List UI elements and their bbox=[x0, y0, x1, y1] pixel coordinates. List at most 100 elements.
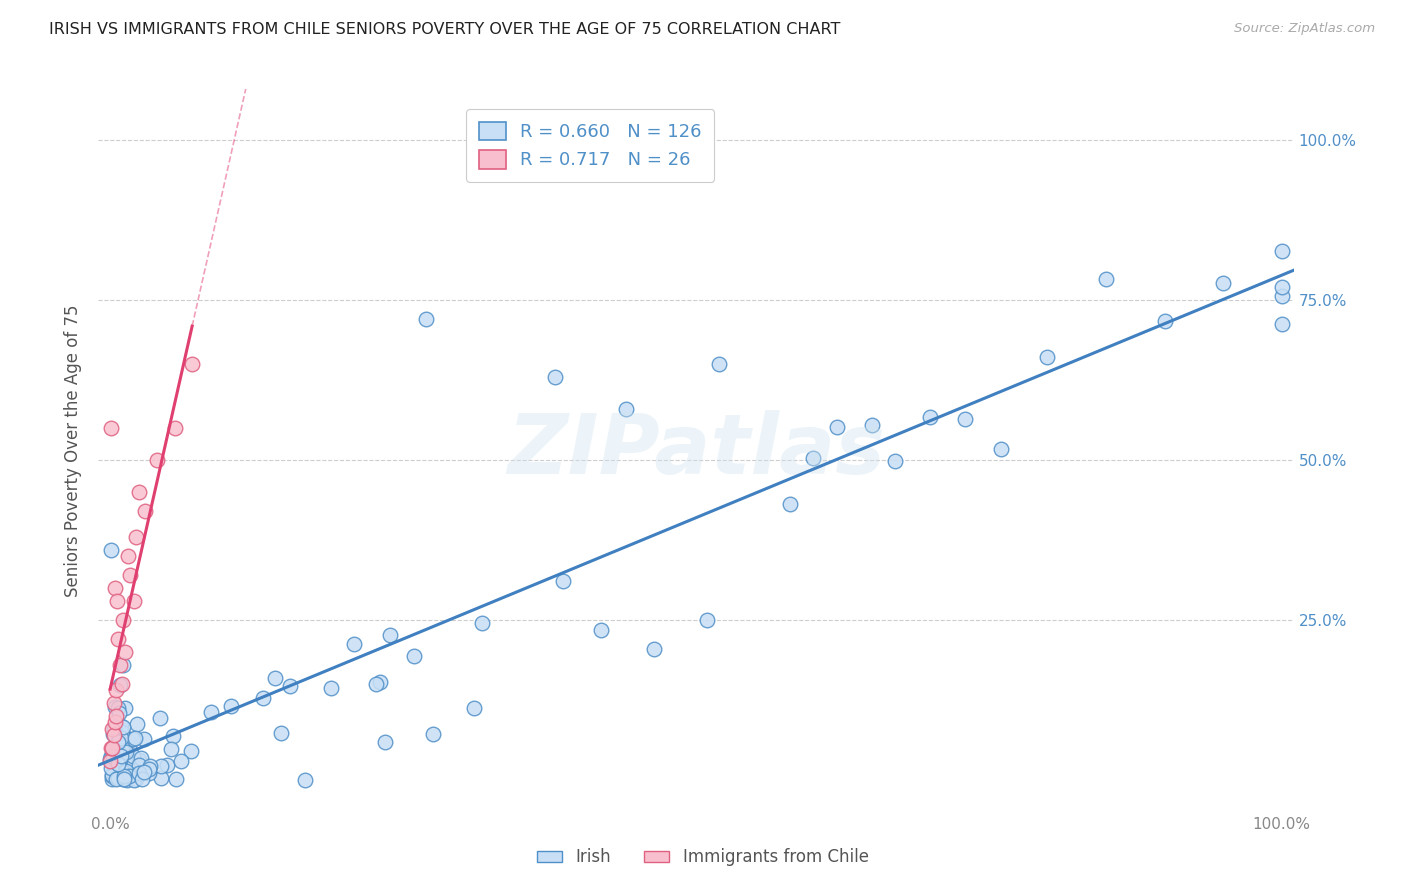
Point bbox=[415, 312, 437, 326]
Point bbox=[112, 613, 135, 627]
Point bbox=[111, 772, 134, 786]
Point bbox=[589, 624, 612, 638]
Point bbox=[108, 657, 131, 672]
Point bbox=[100, 421, 122, 435]
Point bbox=[111, 730, 134, 744]
Point bbox=[105, 708, 128, 723]
Point bbox=[270, 725, 292, 739]
Point bbox=[181, 357, 204, 371]
Point bbox=[422, 727, 444, 741]
Point bbox=[122, 756, 145, 771]
Point bbox=[105, 593, 128, 607]
Point bbox=[138, 763, 160, 777]
Point bbox=[1271, 244, 1294, 259]
Point bbox=[117, 733, 139, 747]
Point bbox=[129, 751, 152, 765]
Point bbox=[108, 706, 131, 720]
Point bbox=[104, 581, 127, 595]
Point bbox=[402, 648, 425, 663]
Point bbox=[112, 769, 135, 783]
Point bbox=[343, 638, 366, 652]
Point bbox=[134, 504, 156, 518]
Point bbox=[124, 772, 146, 787]
Point bbox=[128, 753, 150, 767]
Point bbox=[162, 729, 184, 743]
Point bbox=[107, 632, 129, 646]
Point bbox=[709, 357, 731, 371]
Point bbox=[121, 731, 143, 746]
Point bbox=[1271, 318, 1294, 332]
Point bbox=[101, 756, 124, 771]
Point bbox=[104, 761, 127, 775]
Point bbox=[134, 731, 156, 746]
Point bbox=[105, 719, 128, 733]
Point bbox=[108, 766, 131, 780]
Point bbox=[368, 674, 391, 689]
Point bbox=[114, 764, 136, 779]
Point bbox=[110, 731, 132, 745]
Point bbox=[319, 681, 342, 696]
Point bbox=[264, 671, 287, 685]
Point bbox=[112, 772, 135, 787]
Point bbox=[105, 723, 128, 737]
Point bbox=[104, 715, 127, 730]
Point bbox=[114, 645, 136, 659]
Point bbox=[111, 734, 134, 748]
Point bbox=[100, 769, 122, 783]
Point bbox=[103, 721, 125, 735]
Point bbox=[98, 754, 121, 768]
Point bbox=[108, 769, 131, 783]
Point bbox=[366, 677, 388, 691]
Point bbox=[111, 725, 134, 739]
Point bbox=[100, 761, 122, 775]
Point bbox=[163, 421, 186, 435]
Point bbox=[103, 728, 125, 742]
Point bbox=[380, 627, 402, 641]
Point bbox=[124, 731, 146, 745]
Point bbox=[111, 720, 134, 734]
Point bbox=[101, 768, 124, 782]
Point bbox=[104, 772, 127, 786]
Point bbox=[101, 740, 124, 755]
Point bbox=[200, 705, 222, 719]
Point bbox=[100, 542, 122, 557]
Point bbox=[860, 417, 883, 432]
Point bbox=[120, 768, 142, 782]
Point bbox=[544, 370, 567, 384]
Point bbox=[103, 696, 125, 710]
Point bbox=[100, 740, 122, 755]
Point bbox=[920, 409, 942, 424]
Point bbox=[100, 772, 122, 786]
Point bbox=[127, 717, 149, 731]
Point bbox=[160, 742, 183, 756]
Point bbox=[111, 677, 134, 691]
Point bbox=[103, 727, 125, 741]
Point bbox=[131, 756, 153, 771]
Point bbox=[614, 401, 637, 416]
Point bbox=[155, 758, 177, 772]
Point bbox=[128, 485, 150, 500]
Text: ZIPatlas: ZIPatlas bbox=[508, 410, 884, 491]
Point bbox=[110, 740, 132, 755]
Point bbox=[149, 771, 172, 785]
Point bbox=[149, 759, 172, 773]
Text: IRISH VS IMMIGRANTS FROM CHILE SENIORS POVERTY OVER THE AGE OF 75 CORRELATION CH: IRISH VS IMMIGRANTS FROM CHILE SENIORS P… bbox=[49, 22, 841, 37]
Point bbox=[170, 754, 193, 768]
Point bbox=[990, 442, 1012, 457]
Point bbox=[115, 772, 138, 787]
Point bbox=[118, 769, 141, 783]
Point bbox=[114, 772, 136, 786]
Point bbox=[801, 450, 824, 465]
Point bbox=[146, 453, 169, 467]
Point bbox=[112, 728, 135, 742]
Text: Source: ZipAtlas.com: Source: ZipAtlas.com bbox=[1234, 22, 1375, 36]
Point bbox=[131, 772, 153, 786]
Point bbox=[278, 679, 301, 693]
Point bbox=[294, 772, 316, 787]
Point bbox=[1095, 272, 1118, 286]
Point bbox=[108, 678, 131, 692]
Point bbox=[1036, 350, 1059, 364]
Point bbox=[103, 767, 125, 781]
Point bbox=[125, 772, 148, 786]
Point bbox=[165, 772, 187, 786]
